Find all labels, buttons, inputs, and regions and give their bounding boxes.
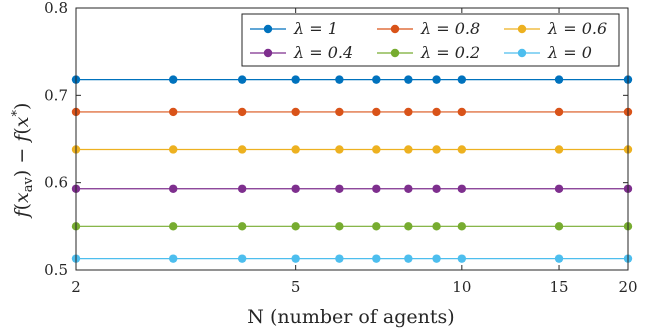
x-tick-label: 10 — [452, 278, 471, 296]
data-point-4-4 — [335, 222, 344, 231]
data-point-0-6 — [404, 75, 413, 84]
data-point-1-5 — [372, 107, 381, 117]
legend-item-4: λ = 0.2 — [377, 43, 480, 62]
data-point-2-6 — [404, 145, 413, 154]
legend-swatch-marker — [263, 24, 273, 34]
legend-label: λ = 1 — [293, 19, 338, 38]
x-axis-title: N (number of agents) — [247, 306, 454, 328]
legend-label: λ = 0.4 — [293, 43, 353, 62]
y-axis-title: f(xav) − f(x*) — [10, 103, 36, 220]
data-point-3-2 — [237, 184, 247, 193]
data-point-4-2 — [237, 222, 247, 231]
legend-item-1: λ = 0.8 — [377, 19, 480, 38]
data-point-3-7 — [432, 184, 441, 193]
data-point-4-7 — [432, 222, 441, 231]
data-point-2-9 — [554, 145, 564, 154]
data-point-0-7 — [432, 75, 441, 84]
data-point-5-7 — [432, 254, 441, 263]
data-point-5-9 — [554, 254, 564, 263]
data-point-2-4 — [335, 145, 344, 154]
data-point-3-5 — [372, 184, 381, 193]
data-point-3-4 — [335, 184, 344, 193]
data-point-0-8 — [457, 75, 467, 84]
legend: λ = 1 λ = 0.8 λ = 0.6 λ = 0.4 λ = 0.2 λ = 0 — [241, 13, 620, 67]
data-point-5-5 — [372, 254, 381, 263]
data-point-0-4 — [335, 75, 344, 84]
legend-item-2: λ = 0.6 — [504, 19, 607, 38]
x-tick-label: 2 — [71, 278, 81, 296]
data-point-0-5 — [372, 75, 381, 84]
series-5 — [71, 254, 633, 263]
data-point-1-6 — [404, 107, 413, 117]
data-point-5-4 — [335, 254, 344, 263]
data-point-1-3 — [291, 107, 300, 117]
legend-label: λ = 0.6 — [547, 19, 607, 38]
data-point-4-5 — [372, 222, 381, 231]
legend-swatch-marker — [390, 48, 400, 58]
legend-swatch-marker — [517, 24, 527, 34]
data-point-1-2 — [237, 107, 247, 117]
series-2 — [71, 145, 633, 154]
legend-box — [241, 13, 620, 67]
data-point-1-1 — [169, 107, 178, 117]
x-tick-label: 20 — [618, 278, 637, 296]
legend-swatch-marker — [263, 48, 273, 58]
data-point-5-6 — [404, 254, 413, 263]
data-point-3-1 — [169, 184, 178, 193]
series-4 — [71, 222, 633, 231]
data-point-0-2 — [237, 75, 247, 84]
data-point-1-8 — [457, 107, 467, 117]
legend-item-0: λ = 1 — [250, 19, 338, 38]
data-point-3-6 — [404, 184, 413, 193]
x-tick-label: 15 — [549, 278, 568, 296]
y-tick-label: 0.6 — [44, 174, 68, 192]
legend-label: λ = 0.2 — [420, 43, 480, 62]
data-point-4-3 — [291, 222, 300, 231]
series-layer — [71, 75, 633, 263]
data-point-4-1 — [169, 222, 178, 231]
legend-item-5: λ = 0 — [504, 43, 592, 62]
data-point-2-7 — [432, 145, 441, 154]
x-tick-label: 5 — [291, 278, 301, 296]
data-point-1-7 — [432, 107, 441, 117]
legend-label: λ = 0 — [547, 43, 592, 62]
axes-layer: 2 5 10 15 20 0.5 0.6 0.7 0.8 — [44, 0, 637, 296]
legend-item-3: λ = 0.4 — [250, 43, 353, 62]
data-point-1-9 — [554, 107, 564, 117]
data-point-1-4 — [335, 107, 344, 117]
data-point-0-9 — [554, 75, 564, 84]
data-point-3-3 — [291, 184, 300, 193]
data-point-3-9 — [554, 184, 564, 193]
data-point-2-2 — [237, 145, 247, 154]
y-tick-label: 0.7 — [44, 86, 68, 104]
series-0 — [71, 75, 633, 84]
data-point-5-2 — [237, 254, 247, 263]
series-3 — [71, 184, 633, 193]
data-point-4-8 — [457, 222, 467, 231]
y-tick-label: 0.8 — [44, 0, 68, 17]
data-point-5-8 — [457, 254, 467, 263]
legend-swatch-marker — [390, 24, 400, 34]
data-point-3-8 — [457, 184, 467, 193]
data-point-5-1 — [169, 254, 178, 263]
legend-label: λ = 0.8 — [420, 19, 480, 38]
data-point-5-3 — [291, 254, 300, 263]
data-point-2-3 — [291, 145, 300, 154]
data-point-0-1 — [169, 75, 178, 84]
plot-frame — [75, 7, 629, 271]
data-point-2-1 — [169, 145, 178, 154]
data-point-4-9 — [554, 222, 564, 231]
data-point-2-5 — [372, 145, 381, 154]
series-1 — [71, 107, 633, 117]
y-tick-label: 0.5 — [44, 261, 68, 279]
data-point-2-8 — [457, 145, 467, 154]
legend-swatch-marker — [517, 48, 527, 58]
data-point-4-6 — [404, 222, 413, 231]
data-point-0-3 — [291, 75, 300, 84]
